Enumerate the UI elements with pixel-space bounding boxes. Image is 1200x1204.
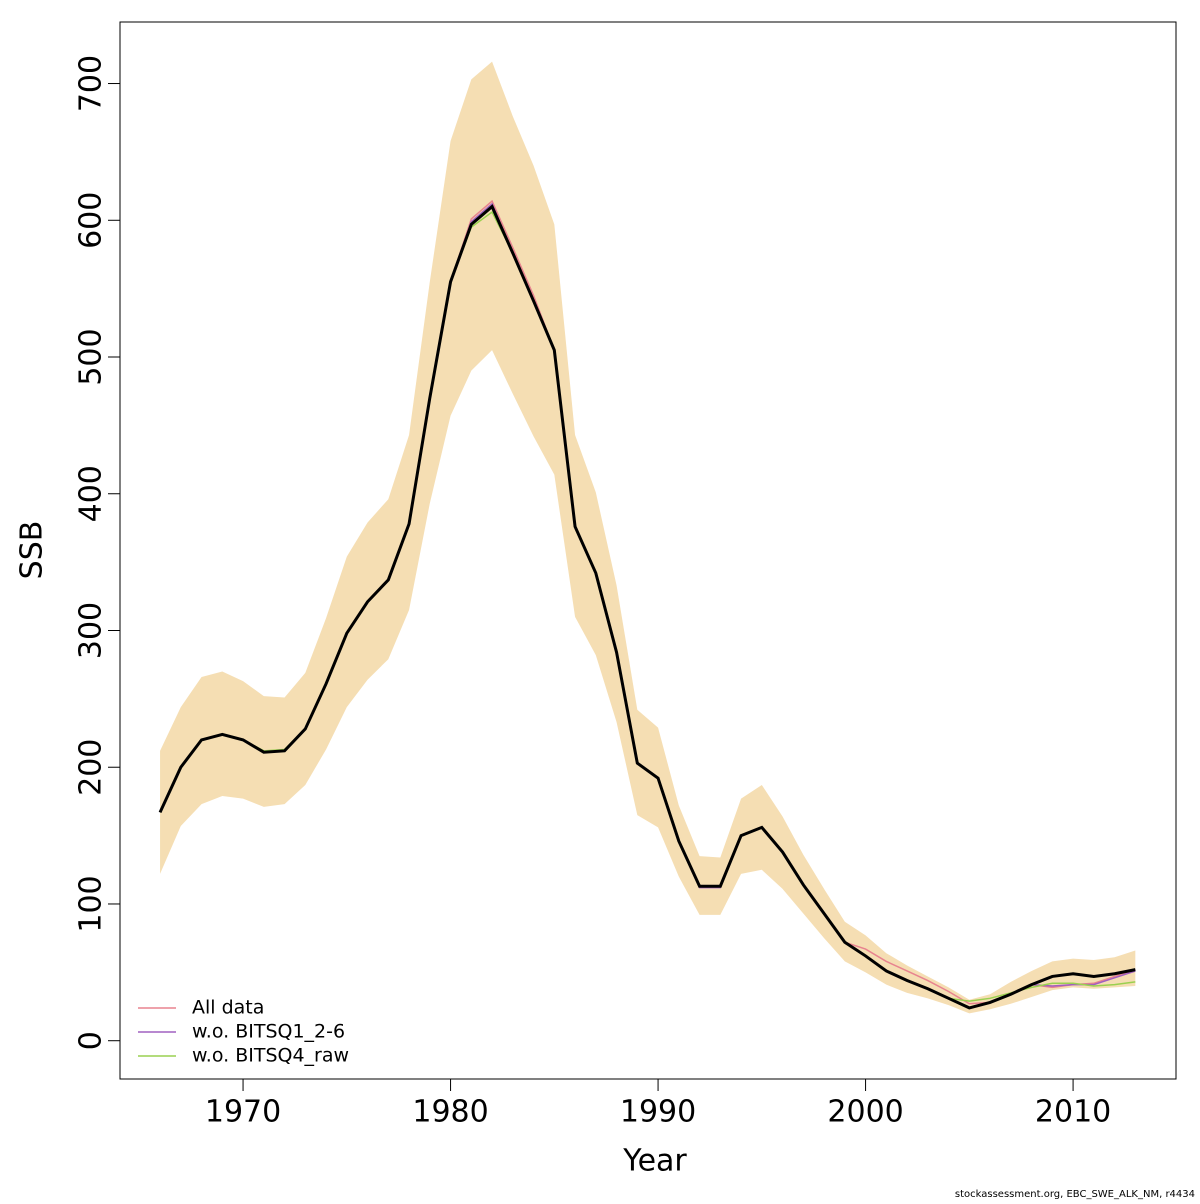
y-tick-label: 500: [74, 328, 109, 385]
y-tick-label: 200: [74, 739, 109, 796]
series-line: [159, 210, 1136, 1002]
x-axis-label: Year: [622, 1144, 687, 1179]
plot-frame: [119, 21, 1177, 1080]
x-tick-label: 2000: [827, 1095, 903, 1130]
estimate-line: [158, 204, 1136, 1010]
y-tick-label: 400: [74, 465, 109, 522]
x-tick-label: 1980: [412, 1095, 488, 1130]
x-tick-label: 1970: [205, 1095, 281, 1130]
legend-label: All data: [192, 997, 264, 1019]
y-axis-label: SSB: [15, 521, 50, 580]
confidence-band: [160, 61, 1136, 1014]
series-line: [159, 199, 1136, 1005]
x-tick-label: 2010: [1035, 1095, 1111, 1130]
y-tick-label: 700: [74, 55, 109, 112]
legend-label: w.o. BITSQ1_2-6: [192, 1021, 345, 1043]
footer: stockassessment.org, EBC_SWE_ALK_NM, r44…: [955, 1189, 1195, 1200]
y-tick-label: 0: [74, 1031, 109, 1050]
series-line: [159, 202, 1136, 1009]
legend-label: w.o. BITSQ4_raw: [192, 1045, 349, 1067]
y-tick-label: 600: [74, 192, 109, 249]
y-tick-label: 100: [74, 875, 109, 932]
y-tick-label: 300: [74, 602, 109, 659]
x-tick-label: 1990: [620, 1095, 696, 1130]
